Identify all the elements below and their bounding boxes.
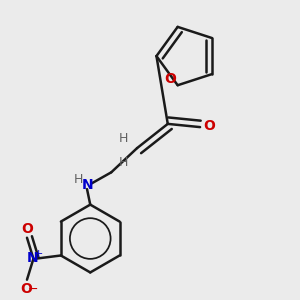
Text: O: O: [20, 282, 32, 296]
Text: N: N: [82, 178, 94, 192]
Text: N: N: [27, 251, 39, 265]
Text: H: H: [119, 156, 128, 169]
Text: O: O: [165, 72, 176, 86]
Text: H: H: [119, 132, 128, 145]
Text: +: +: [34, 249, 43, 259]
Text: H: H: [74, 173, 83, 186]
Text: −: −: [28, 283, 39, 296]
Text: O: O: [203, 119, 215, 134]
Text: O: O: [21, 222, 33, 236]
